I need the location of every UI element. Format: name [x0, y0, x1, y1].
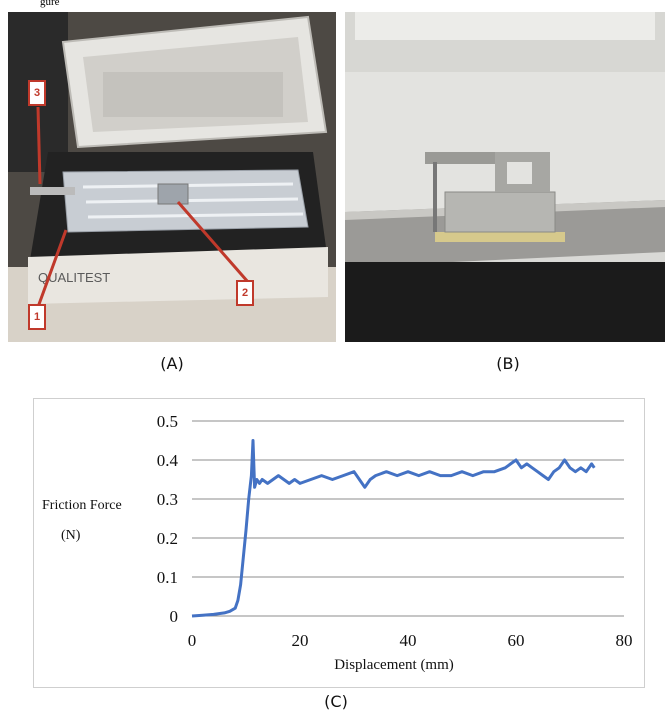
y-tick-label: 0: [170, 607, 179, 626]
callout-1: 1: [28, 304, 46, 330]
y-tick-label: 0.1: [157, 568, 178, 587]
series-friction-force: [191, 439, 596, 618]
y-axis-label: Friction Force: [42, 498, 122, 513]
top-text-fragment: gure: [40, 0, 60, 8]
friction-tester-illustration: QUALITEST: [8, 12, 336, 342]
x-tick-label: 80: [616, 631, 633, 650]
x-axis-label: Displacement (mm): [334, 657, 454, 673]
y-tick-label: 0.3: [157, 490, 178, 509]
x-tick-label: 20: [292, 631, 309, 650]
series-line: [191, 439, 596, 618]
callout-2: 2: [236, 280, 254, 306]
y-tick-label: 0.4: [157, 451, 179, 470]
x-tick-labels: 0 20 40 60 80: [188, 631, 633, 650]
caption-b: (B): [496, 354, 520, 373]
y-tick-label: 0.2: [157, 529, 178, 548]
caption-c: (C): [324, 692, 348, 711]
friction-chart: 0 0.1 0.2 0.3 0.4 0.5 0 20 40 60 80 Friction Forc…: [33, 398, 645, 688]
photo-friction-tester: QUALITEST 1 2 3: [8, 12, 336, 342]
caption-a: (A): [160, 354, 184, 373]
x-tick-label: 0: [188, 631, 197, 650]
y-tick-labels: 0 0.1 0.2 0.3 0.4 0.5: [157, 412, 179, 626]
photo-sled-closeup: [345, 12, 665, 342]
sled-closeup-illustration: [345, 12, 665, 342]
y-axis-unit: (N): [61, 528, 81, 543]
callout-3: 3: [28, 80, 46, 106]
friction-chart-svg: 0 0.1 0.2 0.3 0.4 0.5 0 20 40 60 80 Friction Forc…: [42, 412, 633, 673]
x-tick-label: 60: [508, 631, 525, 650]
chart-grid: [192, 420, 624, 617]
y-tick-label: 0.5: [157, 412, 178, 431]
x-tick-label: 40: [400, 631, 417, 650]
brand-label: QUALITEST: [38, 270, 110, 285]
